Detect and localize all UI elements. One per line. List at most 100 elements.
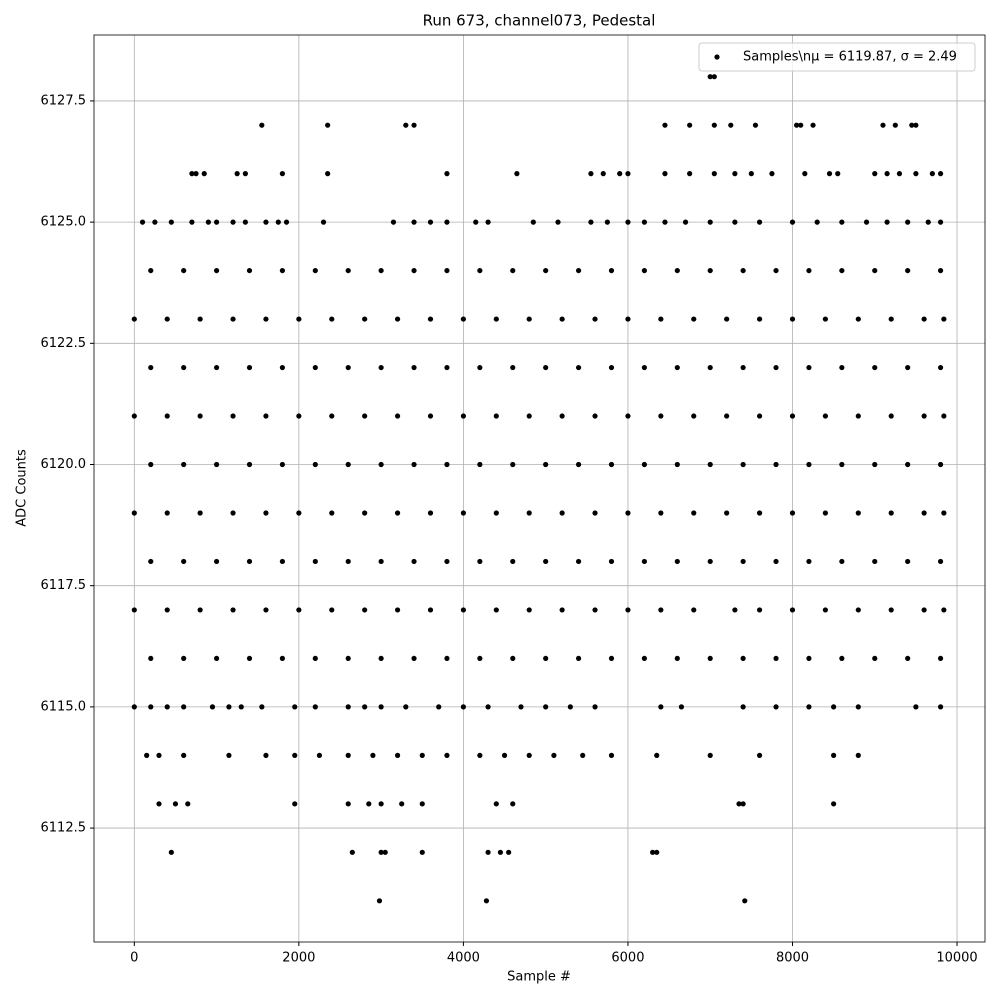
data-point [855, 316, 861, 322]
data-point [896, 171, 903, 177]
data-point [773, 267, 779, 274]
data-point [172, 801, 179, 807]
data-point [543, 558, 549, 565]
data-point [580, 752, 586, 758]
data-point [156, 752, 162, 758]
data-point [654, 849, 660, 855]
data-point [691, 510, 697, 516]
data-point [226, 704, 232, 710]
data-point [608, 655, 615, 662]
data-point [193, 171, 199, 177]
y-tick-label: 6120.0 [41, 457, 87, 472]
data-point [148, 558, 154, 565]
data-point [641, 364, 647, 371]
data-point [181, 752, 187, 758]
data-point [575, 364, 582, 371]
data-point [625, 316, 631, 322]
data-point [230, 219, 236, 225]
data-point [937, 558, 944, 565]
data-point [773, 364, 779, 371]
data-point [543, 461, 549, 468]
data-point [197, 510, 203, 516]
data-point [806, 704, 812, 710]
data-point [526, 316, 532, 322]
data-point [296, 510, 302, 516]
data-point [806, 267, 812, 274]
data-point [493, 607, 499, 613]
data-point [855, 704, 861, 710]
x-tick-label: 8000 [776, 951, 809, 966]
data-point [740, 558, 746, 565]
data-point [349, 849, 355, 855]
data-point [822, 413, 828, 419]
y-tick-label: 6115.0 [41, 699, 87, 714]
data-point [839, 655, 845, 662]
data-point [674, 558, 680, 565]
data-point [625, 413, 631, 419]
data-point [742, 898, 748, 904]
data-point [937, 364, 944, 371]
data-point [411, 267, 417, 274]
data-point [831, 752, 837, 758]
data-point [312, 704, 318, 710]
data-point [937, 655, 944, 662]
data-point [588, 171, 594, 177]
data-point [411, 558, 417, 565]
data-point [378, 461, 384, 468]
data-point [493, 316, 499, 322]
data-point [789, 510, 796, 516]
data-point [444, 461, 450, 468]
data-point [131, 413, 137, 419]
data-point [773, 655, 779, 662]
data-point [682, 219, 689, 225]
data-point [477, 752, 483, 758]
data-point [658, 510, 664, 516]
data-point [460, 510, 466, 516]
data-point [444, 752, 450, 758]
data-point [444, 267, 450, 274]
data-point [312, 267, 318, 274]
data-point [181, 364, 187, 371]
y-tick-label: 6125.0 [41, 215, 87, 230]
data-point [802, 171, 808, 177]
data-point [230, 510, 236, 516]
data-point [209, 704, 216, 710]
plot-frame [93, 34, 986, 943]
data-point [164, 607, 170, 613]
data-point [394, 510, 401, 516]
data-point [592, 413, 598, 419]
data-point [740, 704, 746, 710]
data-point [793, 122, 800, 128]
data-point [555, 219, 561, 225]
data-point [477, 364, 483, 371]
data-point [707, 219, 713, 225]
data-point [839, 219, 845, 225]
data-point [312, 364, 318, 371]
data-point [575, 461, 582, 468]
data-point [189, 171, 195, 177]
data-point [378, 364, 384, 371]
data-point [888, 316, 894, 322]
data-point [164, 704, 170, 710]
data-point [937, 219, 944, 225]
data-point [329, 316, 335, 322]
data-point [419, 801, 425, 807]
data-point [526, 413, 532, 419]
data-point [329, 607, 335, 613]
data-point [394, 413, 401, 419]
data-point [641, 219, 647, 225]
data-point [485, 704, 491, 710]
data-point [246, 655, 253, 662]
data-point [510, 655, 516, 662]
chart-title: Run 673, channel073, Pedestal [423, 12, 656, 30]
data-point [362, 510, 368, 516]
data-point [312, 558, 318, 565]
data-point [275, 219, 281, 225]
data-point [148, 461, 154, 468]
data-point [213, 655, 220, 662]
data-point [370, 752, 376, 758]
data-point [855, 413, 861, 419]
data-point [551, 752, 557, 758]
data-point [292, 801, 298, 807]
data-point [510, 364, 516, 371]
